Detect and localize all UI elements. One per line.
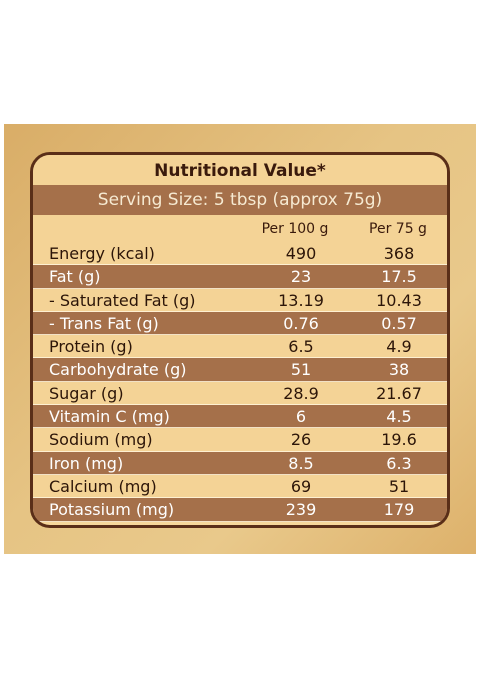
nutrient-name: - Saturated Fat (g) [49,290,196,310]
table-row: Fat (g) 23 17.5 [33,265,447,289]
nutrient-name: Vitamin C (mg) [49,407,170,427]
value-per-75g: 38 [388,360,410,380]
table-row: Protein (g) 6.5 4.9 [33,335,447,359]
value-per-75g: 4.9 [386,337,412,357]
nutrient-name: Protein (g) [49,337,133,357]
table-row: Iron (mg) 8.5 6.3 [33,451,447,475]
value-per-100g: 23 [290,267,312,287]
nutrient-name: Energy (kcal) [49,244,155,263]
value-per-100g: 13.19 [278,290,324,310]
value-per-100g: 6.5 [288,337,314,357]
value-per-100g: 51 [290,360,312,380]
value-per-100g: 8.5 [288,453,314,473]
table-row: Sugar (g) 28.9 21.67 [33,381,447,406]
value-per-75g: 6.3 [386,453,412,473]
value-per-75g: 0.57 [381,313,417,333]
value-per-100g: 26 [290,430,312,450]
value-per-100g: 6 [295,407,307,427]
table-body: Energy (kcal) 490 368 Fat (g) 23 17.5- Satura… [33,242,447,522]
value-per-75g: 179 [383,500,415,520]
value-per-75g: 17.5 [381,267,417,287]
value-per-75g: 19.6 [381,430,417,450]
table-row: Sodium (mg) 26 19.6 [33,428,447,452]
table-row: - Trans Fat (g) 0.76 0.57 [33,311,447,336]
value-per-100g: 69 [290,476,312,496]
value-per-75g: 4.5 [386,407,412,427]
value-per-75g: 51 [388,476,410,496]
column-header-per-75g: Per 75 g [369,221,427,237]
nutrient-name: Iron (mg) [49,453,124,473]
value-per-100g: 28.9 [283,383,319,403]
column-header-row: Per 100 g Per 75 g [33,215,447,242]
nutrient-name: Sodium (mg) [49,430,153,450]
nutrition-table: Nutritional Value* Serving Size: 5 tbsp … [30,152,450,528]
nutrient-name: Sugar (g) [49,383,124,403]
value-per-75g: 21.67 [376,383,422,403]
nutrient-name: Calcium (mg) [49,476,157,496]
value-per-75g: 368 [383,244,415,263]
value-per-100g: 490 [285,244,317,263]
table-row: Vitamin C (mg) 6 4.5 [33,405,447,429]
table-row: Calcium (mg) 69 51 [33,474,447,499]
table-row: Carbohydrate (g) 51 38 [33,358,447,382]
nutrient-name: Carbohydrate (g) [49,360,187,380]
table-title: Nutritional Value* [33,155,447,185]
value-per-100g: 239 [285,500,317,520]
column-header-nutrient [33,215,243,242]
column-header-per-100g: Per 100 g [261,221,329,237]
nutrient-name: Potassium (mg) [49,500,175,520]
value-per-75g: 10.43 [376,290,422,310]
table-row: Energy (kcal) 490 368 [33,242,447,266]
value-per-100g: 0.76 [283,313,319,333]
table-row: Potassium (mg) 239 179 [33,498,447,522]
nutrient-name: Fat (g) [49,267,101,287]
background-panel: Nutritional Value* Serving Size: 5 tbsp … [4,124,476,554]
nutrient-name: - Trans Fat (g) [49,313,159,333]
serving-size: Serving Size: 5 tbsp (approx 75g) [33,185,447,215]
table-row: - Saturated Fat (g) 13.19 10.43 [33,288,447,312]
